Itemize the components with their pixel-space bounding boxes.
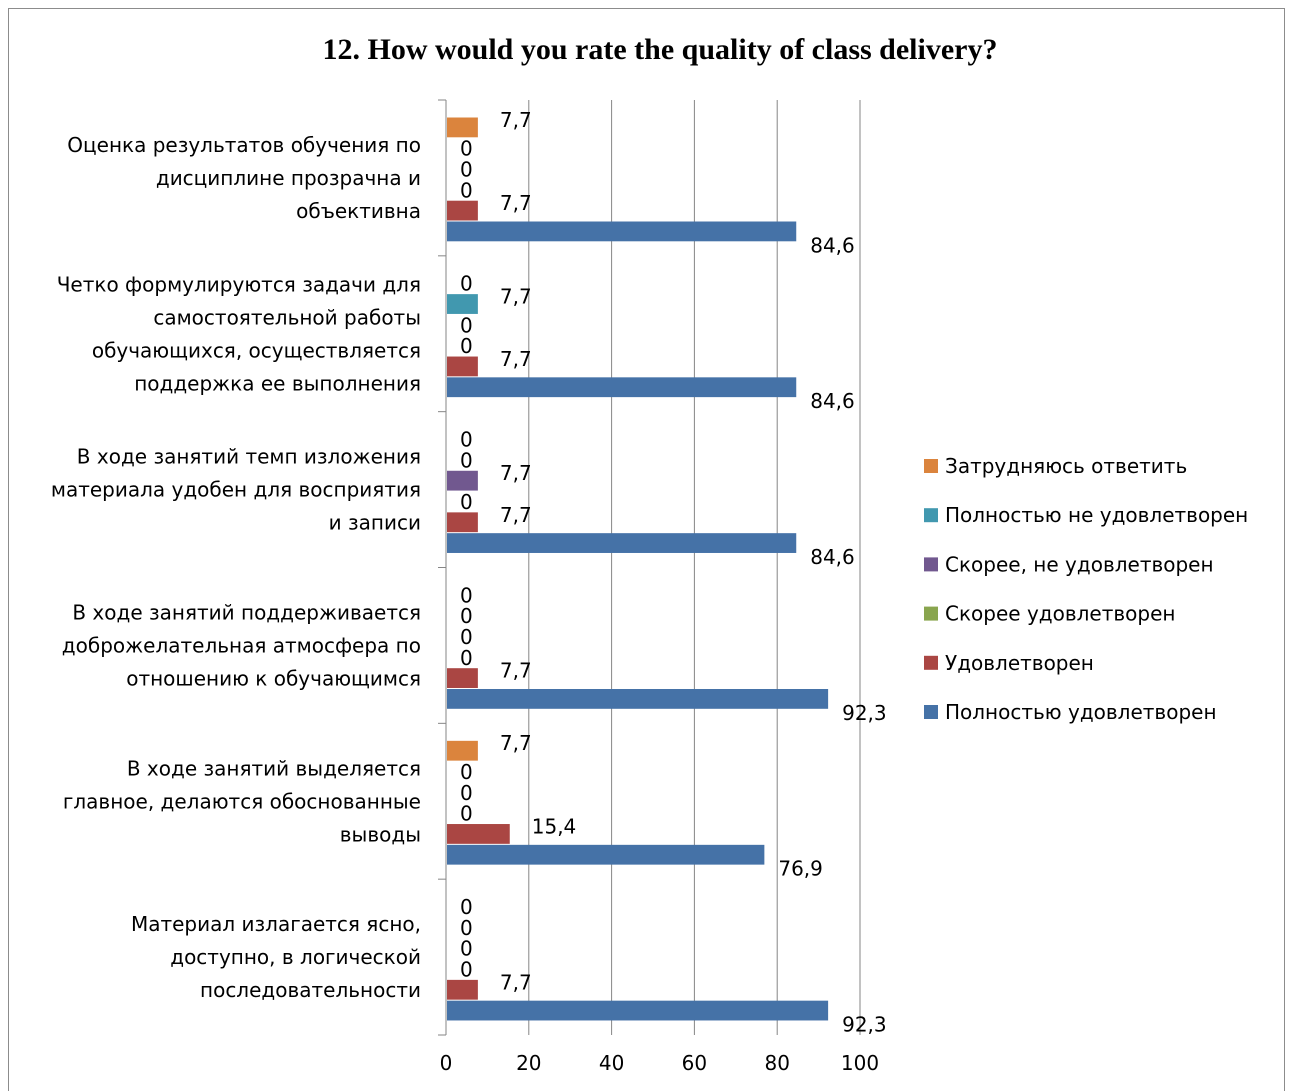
data-label: 0	[460, 583, 473, 607]
x-tick-label: 20	[516, 1051, 541, 1075]
legend-label: Затрудняюсь ответить	[945, 454, 1187, 478]
legend-swatch	[924, 606, 938, 621]
data-label: 0	[460, 625, 473, 649]
x-tick-label: 60	[682, 1051, 707, 1075]
category-labels: Оценка результатов обучения по дисциплине…	[51, 133, 421, 1002]
data-label: 0	[460, 178, 473, 202]
category-label: Материал излагается ясно, доступно, в лог…	[131, 912, 421, 1002]
category-label: В ходе занятий поддерживается доброжелате…	[62, 600, 421, 690]
bar	[447, 824, 510, 844]
data-label: 7,7	[500, 347, 532, 371]
chart-title: 12. How would you rate the quality of cl…	[322, 33, 998, 66]
data-label: 0	[460, 158, 473, 182]
legend-label: Полностью не удовлетворен	[945, 503, 1248, 527]
data-labels: 7,70007,784,607,7007,784,6007,707,784,60…	[460, 108, 887, 1037]
x-tick-label: 80	[764, 1051, 789, 1075]
data-label: 0	[460, 313, 473, 337]
legend-swatch	[924, 705, 938, 719]
data-label: 7,7	[500, 285, 532, 309]
bar	[447, 377, 797, 398]
bar	[447, 740, 478, 761]
data-label: 0	[460, 781, 473, 805]
data-label: 0	[460, 916, 473, 940]
x-axis-ticks: 0 20 40 60 80 100	[440, 1051, 879, 1075]
legend-label: Скорее, не удовлетворен	[945, 552, 1214, 576]
data-label: 76,9	[778, 857, 823, 881]
legend-item: Затрудняюсь ответить	[924, 454, 1187, 478]
data-label: 0	[460, 895, 473, 919]
category-axis	[438, 99, 447, 1036]
legend: Затрудняюсь ответить Полностью не удовлет…	[924, 454, 1248, 724]
data-label: 0	[460, 490, 473, 514]
data-label: 0	[460, 646, 473, 670]
bar	[447, 294, 478, 314]
bar	[447, 979, 478, 1000]
category-label: Четко формулируются задачи для самостояте…	[57, 272, 421, 395]
bars	[447, 117, 829, 1021]
gridlines	[528, 100, 861, 1035]
data-label: 7,7	[500, 970, 532, 994]
data-label: 7,7	[500, 461, 532, 485]
bar	[447, 356, 478, 377]
legend-item: Скорее, не удовлетворен	[924, 552, 1214, 576]
bar	[447, 470, 478, 491]
bar	[447, 117, 478, 138]
bar	[447, 1000, 829, 1021]
data-label: 15,4	[532, 814, 577, 838]
legend-label: Удовлетворен	[945, 651, 1094, 675]
legend-label: Полностью удовлетворен	[945, 700, 1217, 724]
bar	[447, 512, 478, 533]
bar	[447, 668, 478, 688]
data-label: 0	[460, 272, 473, 296]
bar	[447, 533, 797, 553]
data-label: 0	[460, 760, 473, 784]
data-label: 0	[460, 604, 473, 628]
data-label: 7,7	[500, 659, 532, 683]
legend-label: Скорее удовлетворен	[945, 602, 1175, 626]
data-label: 0	[460, 428, 473, 452]
bar	[447, 200, 478, 221]
data-label: 0	[460, 802, 473, 826]
bar	[447, 221, 797, 242]
data-label: 7,7	[500, 503, 532, 527]
data-label: 7,7	[500, 191, 532, 215]
x-tick-label: 40	[599, 1051, 624, 1075]
legend-swatch	[924, 459, 938, 473]
legend-item: Удовлетворен	[924, 651, 1094, 675]
data-label: 0	[460, 334, 473, 358]
data-label: 7,7	[500, 731, 532, 755]
data-label: 0	[460, 137, 473, 161]
category-label: Оценка результатов обучения по дисциплине…	[67, 133, 421, 223]
data-label: 84,6	[810, 233, 855, 257]
data-label: 92,3	[842, 701, 887, 725]
legend-swatch	[924, 655, 938, 670]
legend-swatch	[924, 508, 938, 523]
category-label: В ходе занятий выделяется главное, делают…	[63, 756, 421, 846]
x-tick-label: 100	[841, 1051, 879, 1075]
bar	[447, 844, 765, 865]
data-label: 84,6	[810, 545, 855, 569]
category-label: В ходе занятий темп изложения материала у…	[51, 445, 421, 535]
data-label: 7,7	[500, 108, 532, 132]
data-label: 0	[460, 937, 473, 961]
data-label: 0	[460, 448, 473, 472]
data-label: 0	[460, 957, 473, 981]
bar	[447, 689, 829, 709]
legend-item: Полностью удовлетворен	[924, 700, 1217, 724]
data-label: 92,3	[842, 1012, 887, 1036]
legend-swatch	[924, 557, 938, 572]
x-tick-label: 0	[440, 1051, 453, 1075]
legend-item: Полностью не удовлетворен	[924, 503, 1248, 527]
data-label: 84,6	[810, 389, 855, 413]
legend-item: Скорее удовлетворен	[924, 602, 1175, 626]
